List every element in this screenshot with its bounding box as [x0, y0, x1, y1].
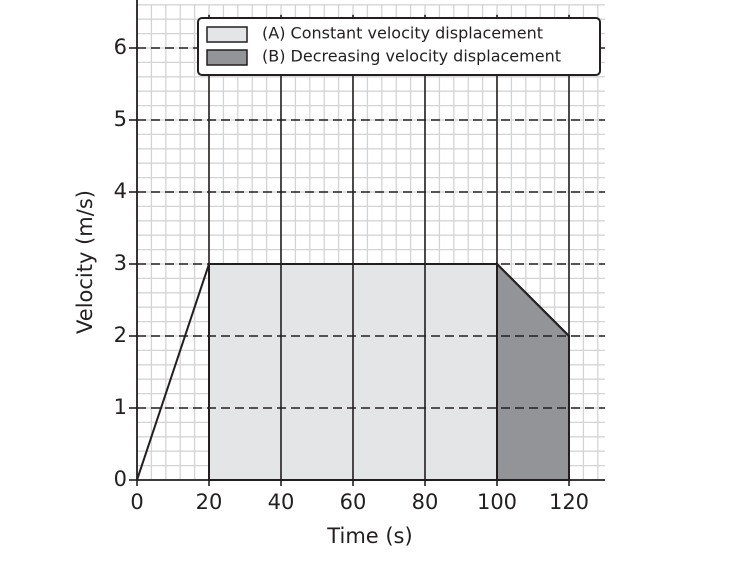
y-tick-label: 3 [114, 251, 127, 275]
x-tick-label: 40 [268, 490, 295, 514]
x-tick-label: 100 [477, 490, 517, 514]
legend-label: (B) Decreasing velocity displacement [262, 47, 561, 66]
legend: (A) Constant velocity displacement (B) De… [197, 17, 601, 76]
velocity-line [136, 263, 570, 481]
legend-swatch [206, 49, 248, 66]
y-tick-label: 4 [114, 179, 127, 203]
legend-label: (A) Constant velocity displacement [262, 24, 543, 43]
x-tick-label: 0 [130, 490, 143, 514]
y-axis-label: Velocity (m/s) [73, 190, 97, 334]
y-tick-label: 0 [114, 467, 127, 491]
legend-box [197, 17, 601, 76]
x-tick-label: 80 [412, 490, 439, 514]
area [496, 261, 570, 481]
x-axis-label: Time (s) [326, 524, 412, 548]
y-tick-label: 1 [114, 395, 127, 419]
x-tick-label: 20 [196, 490, 223, 514]
x-tick-label: 60 [340, 490, 367, 514]
y-tick-label: 2 [114, 323, 127, 347]
y-tick-label: 6 [114, 35, 127, 59]
legend-swatch [206, 26, 248, 43]
x-tick-label: 120 [549, 490, 589, 514]
y-tick-label: 5 [114, 107, 127, 131]
